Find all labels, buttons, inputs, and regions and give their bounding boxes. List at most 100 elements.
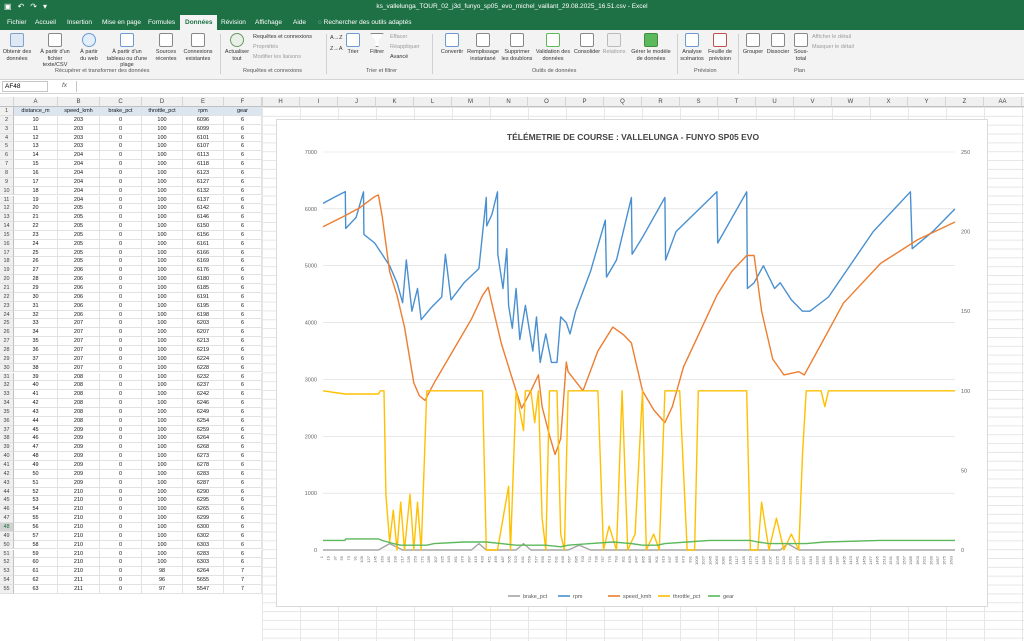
advanced-filter-button[interactable]: Avancé	[390, 54, 409, 60]
data-cell[interactable]: 6180	[183, 275, 224, 284]
row-header[interactable]: 23	[0, 301, 14, 311]
filter-button[interactable]: Filtrer	[366, 33, 388, 56]
data-cell[interactable]: 100	[142, 363, 183, 373]
data-cell[interactable]: 48	[14, 452, 58, 461]
row-header[interactable]: 33	[0, 390, 14, 400]
data-cell[interactable]: 209	[58, 434, 100, 444]
data-cell[interactable]: 96	[142, 576, 183, 585]
data-cell[interactable]: 0	[100, 301, 142, 311]
data-cell[interactable]: 6	[224, 363, 262, 373]
data-cell[interactable]: 100	[142, 213, 183, 223]
data-cell[interactable]: 210	[58, 505, 100, 515]
data-cell[interactable]: 6259	[183, 425, 224, 435]
data-cell[interactable]: 205	[58, 204, 100, 214]
data-cell[interactable]: 6242	[183, 390, 224, 400]
row-header[interactable]: 7	[0, 160, 14, 169]
data-cell[interactable]: 0	[100, 478, 142, 488]
data-cell[interactable]: 27	[14, 266, 58, 276]
data-cell[interactable]: 211	[58, 584, 100, 594]
data-cell[interactable]: 0	[100, 399, 142, 408]
data-cell[interactable]: 6	[224, 222, 262, 231]
data-cell[interactable]: 6096	[183, 115, 224, 125]
data-cell[interactable]: 0	[100, 337, 142, 346]
data-cell[interactable]: 6150	[183, 222, 224, 231]
data-cell[interactable]: 0	[100, 204, 142, 214]
data-cell[interactable]: 209	[58, 443, 100, 453]
data-cell[interactable]: 6	[224, 168, 262, 178]
data-cell[interactable]: 0	[100, 230, 142, 240]
data-cell[interactable]: 5547	[183, 584, 224, 594]
data-cell[interactable]: 6	[224, 204, 262, 214]
data-cell[interactable]: 0	[100, 496, 142, 506]
row-header[interactable]: 28	[0, 345, 14, 355]
data-cell[interactable]: 100	[142, 186, 183, 196]
data-cell[interactable]: 5655	[183, 576, 224, 585]
row-header[interactable]: 35	[0, 407, 14, 417]
column-header[interactable]: U	[756, 97, 794, 107]
data-cell[interactable]: 0	[100, 540, 142, 550]
data-cell[interactable]: 0	[100, 452, 142, 461]
tab-aide[interactable]: Aide	[293, 19, 307, 26]
row-header[interactable]: 45	[0, 496, 14, 506]
data-cell[interactable]: 6	[224, 478, 262, 488]
data-cell[interactable]: 34	[14, 328, 58, 338]
group-button[interactable]: Grouper	[741, 33, 765, 56]
data-cell[interactable]: 0	[100, 372, 142, 382]
column-header[interactable]: O	[528, 97, 566, 107]
data-cell[interactable]: 6	[224, 540, 262, 550]
data-cell[interactable]: 0	[100, 266, 142, 276]
data-cell[interactable]: 0	[100, 505, 142, 515]
data-cell[interactable]: 56	[14, 522, 58, 532]
row-header[interactable]: 24	[0, 310, 14, 320]
data-cell[interactable]: 24	[14, 239, 58, 249]
sort-button[interactable]: Trier	[343, 33, 363, 56]
column-header[interactable]: J	[338, 97, 376, 107]
column-header[interactable]: F	[224, 97, 262, 107]
data-cell[interactable]: 42	[14, 399, 58, 408]
data-cell[interactable]: 6195	[183, 301, 224, 311]
name-box[interactable]: AF48	[2, 81, 48, 92]
data-cell[interactable]: 211	[58, 576, 100, 585]
text-to-columns-button[interactable]: Convertir	[437, 33, 467, 56]
data-cell[interactable]: 10	[14, 115, 58, 125]
data-cell[interactable]: 41	[14, 390, 58, 400]
data-cell[interactable]: 0	[100, 292, 142, 302]
data-cell[interactable]: 54	[14, 505, 58, 515]
data-cell[interactable]: 100	[142, 177, 183, 187]
column-header[interactable]: V	[794, 97, 832, 107]
data-cell[interactable]: 0	[100, 124, 142, 134]
data-cell[interactable]: 100	[142, 390, 183, 400]
refresh-all-button[interactable]: Actualiser tout	[223, 33, 251, 62]
data-cell[interactable]: 207	[58, 337, 100, 346]
data-cell[interactable]: 6264	[183, 434, 224, 444]
data-cell[interactable]: 210	[58, 531, 100, 541]
data-cell[interactable]: 6	[224, 434, 262, 444]
tab-affichage[interactable]: Affichage	[255, 19, 282, 26]
from-web-button[interactable]: À partir du web	[77, 33, 101, 62]
data-cell[interactable]: 208	[58, 381, 100, 391]
data-cell[interactable]: 0	[100, 469, 142, 479]
column-header[interactable]: Q	[604, 97, 642, 107]
column-header[interactable]: M	[452, 97, 490, 107]
data-cell[interactable]: 100	[142, 124, 183, 134]
column-header[interactable]: P	[566, 97, 604, 107]
data-cell[interactable]: 0	[100, 168, 142, 178]
data-cell[interactable]: 6273	[183, 452, 224, 461]
queries-connections-button[interactable]: Requêtes et connexions	[253, 34, 313, 40]
data-cell[interactable]: 0	[100, 133, 142, 143]
data-cell[interactable]: 6	[224, 505, 262, 515]
data-cell[interactable]: 6	[224, 452, 262, 461]
data-cell[interactable]: 11	[14, 124, 58, 134]
row-header[interactable]: 4	[0, 133, 14, 143]
data-cell[interactable]: 6	[224, 248, 262, 258]
data-cell[interactable]: 0	[100, 239, 142, 249]
data-cell[interactable]: 0	[100, 514, 142, 523]
consolidate-button[interactable]: Consolider	[573, 33, 601, 56]
data-cell[interactable]: 203	[58, 133, 100, 143]
data-cell[interactable]: 12	[14, 133, 58, 143]
data-cell[interactable]: 14	[14, 151, 58, 161]
data-cell[interactable]: 35	[14, 337, 58, 346]
row-header[interactable]: 53	[0, 567, 14, 577]
data-cell[interactable]: 0	[100, 275, 142, 284]
data-cell[interactable]: 6137	[183, 195, 224, 205]
